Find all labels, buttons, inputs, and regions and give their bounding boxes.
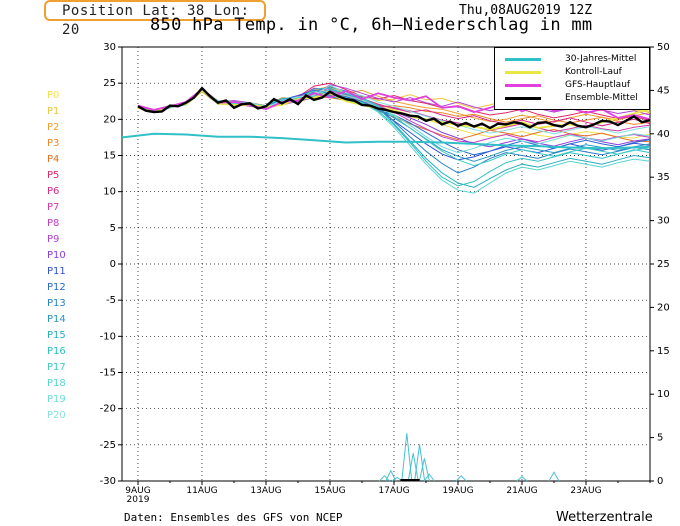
member-label-p8: P8 [47, 218, 60, 229]
y-left-tick-label: 15 [103, 151, 116, 162]
y-left-tick-label: -25 [100, 440, 116, 451]
position-badge[interactable]: Position Lat: 38 Lon: 20 [44, 0, 266, 38]
precip-spike-4 [407, 453, 419, 482]
y-left-tick-label: 10 [103, 187, 116, 198]
member-label-p5: P5 [47, 170, 60, 181]
y-right-tick-label: 30 [657, 216, 670, 227]
y-left-tick-label: -5 [106, 295, 116, 306]
y-left-tick-label: 30 [103, 42, 116, 53]
member-label-p18: P18 [47, 378, 66, 389]
member-label-p1: P1 [47, 106, 60, 117]
member-label-p16: P16 [47, 346, 66, 357]
y-right-tick-label: 0 [657, 476, 663, 487]
legend-entry: Kontroll-Lauf [505, 66, 649, 78]
data-source-credit: Daten: Ensembles des GFS von NCEP [124, 511, 343, 524]
legend-label: 30-Jahres-Mittel [565, 54, 637, 64]
x-tick-label: 11AUG [186, 486, 217, 496]
precip-spike-10 [548, 471, 560, 482]
legend-entry: Ensemble-Mittel [505, 92, 649, 104]
legend-label: Kontroll-Lauf [565, 67, 622, 77]
brand-logo-text: Wetterzentrale [556, 510, 653, 525]
legend-swatch [505, 97, 541, 100]
member-label-p15: P15 [47, 330, 66, 341]
position-label: Position Lat: 38 Lon: 20 [62, 3, 250, 38]
member-label-p10: P10 [47, 250, 66, 261]
y-left-tick-label: -30 [100, 476, 116, 487]
legend-swatch [505, 84, 541, 87]
precip-spike-6 [418, 458, 430, 482]
x-tick-label: 19AUG [442, 486, 473, 496]
y-left-tick-label: 0 [110, 259, 116, 270]
member-label-p0: P0 [47, 90, 60, 101]
y-right-tick-label: 15 [657, 346, 670, 357]
x-tick-label: 15AUG [314, 486, 345, 496]
legend-label: Ensemble-Mittel [565, 93, 638, 103]
y-left-tick-label: 25 [103, 78, 116, 89]
y-right-tick-label: 35 [657, 172, 670, 183]
y-left-tick-label: -10 [100, 331, 116, 342]
member-label-p12: P12 [47, 282, 66, 293]
precip-spike-7 [423, 473, 435, 482]
x-tick-sublabel: 2019 [127, 495, 150, 505]
y-right-tick-label: 25 [657, 259, 670, 270]
ensemble-mean-line [137, 86, 651, 130]
legend-entry: 30-Jahres-Mittel [505, 53, 649, 65]
y-left-tick-label: 20 [103, 114, 116, 125]
member-list: P0 P1 P2 P3 P4 P5 P6 P7 P8 P9 P10 P11 P12 P13 P14 P15 P1… [47, 88, 77, 424]
y-right-tick-label: 20 [657, 302, 670, 313]
member-label-p17: P17 [47, 362, 66, 373]
x-tick-label: 23AUG [570, 486, 601, 496]
chart-legend: 30-Jahres-Mittel Kontroll-Lauf GFS-Hauptla… [494, 47, 650, 110]
member-label-p13: P13 [47, 298, 66, 309]
precip-spike-1 [385, 469, 397, 482]
member-label-p3: P3 [47, 138, 60, 149]
member-label-p4: P4 [47, 154, 60, 165]
precip-spike-3 [401, 433, 413, 482]
member-label-p7: P7 [47, 202, 60, 213]
precip-spike-8 [455, 475, 467, 482]
y-right-tick-label: 50 [657, 42, 670, 53]
x-tick-label: 21AUG [506, 486, 537, 496]
member-label-p6: P6 [47, 186, 60, 197]
member-label-p9: P9 [47, 234, 60, 245]
x-tick-label: 13AUG [250, 486, 281, 496]
legend-entry: GFS-Hauptlauf [505, 79, 649, 91]
legend-label: GFS-Hauptlauf [565, 80, 631, 90]
climatology-line [121, 132, 651, 150]
x-tick-label: 9AUG [125, 486, 150, 496]
member-label-p2: P2 [47, 122, 60, 133]
member-label-p19: P19 [47, 394, 66, 405]
precip-spike-9 [516, 476, 528, 482]
precip-spike-0 [379, 475, 390, 482]
run-date-stamp: Thu,08AUG2019 12Z [459, 3, 593, 18]
member-label-p14: P14 [47, 314, 66, 325]
y-left-tick-label: -20 [100, 404, 116, 415]
legend-swatch [505, 58, 541, 61]
precip-spike-5 [414, 444, 426, 482]
x-tick-label: 17AUG [378, 486, 409, 496]
y-right-tick-label: 10 [657, 389, 670, 400]
chart-title: 850 hPa Temp. in °C, 6h–Niederschlag in … [150, 15, 593, 35]
y-right-tick-label: 45 [657, 85, 670, 96]
y-right-tick-label: 5 [657, 433, 663, 444]
y-right-tick-label: 40 [657, 129, 670, 140]
member-label-p11: P11 [47, 266, 66, 277]
y-left-tick-label: 5 [110, 223, 116, 234]
legend-swatch [505, 71, 541, 74]
member-label-p20: P20 [47, 410, 66, 421]
y-left-tick-label: -15 [100, 368, 116, 379]
